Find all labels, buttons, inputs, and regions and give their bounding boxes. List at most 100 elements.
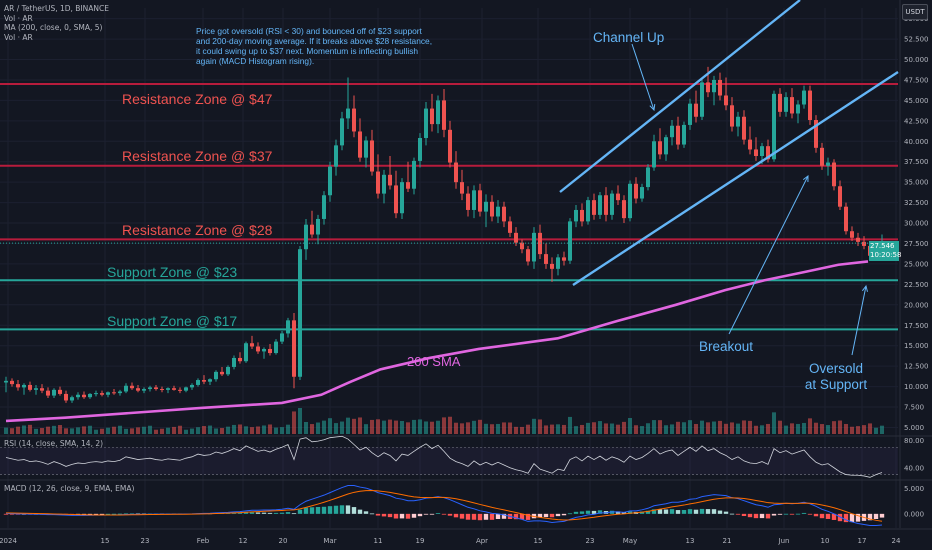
candle-body <box>580 209 584 222</box>
macd-hist-bar <box>483 513 489 520</box>
macd-hist-bar <box>273 512 279 514</box>
volume-bar <box>874 427 878 434</box>
volume-bar <box>448 416 452 434</box>
macd-hist-bar <box>543 513 549 518</box>
candle <box>730 97 734 132</box>
volume-bar <box>682 422 686 434</box>
price-tick-label: 10.000 <box>904 383 929 391</box>
candle <box>430 93 434 132</box>
resistance-47-label: Resistance Zone @ $47 <box>122 91 273 107</box>
volume-bar <box>82 426 86 434</box>
price-axis-labels: 55.00052.50050.00047.50045.00042.50040.0… <box>904 15 929 432</box>
candle <box>436 95 440 134</box>
candle <box>298 245 302 381</box>
candle-body <box>112 392 116 394</box>
macd-hist-bar <box>819 513 825 519</box>
macd-hist-bar <box>291 513 297 515</box>
volume-bar <box>742 420 746 434</box>
volume-bar <box>358 417 362 434</box>
macd-hist-bar <box>459 513 465 519</box>
volume-bar <box>622 421 626 434</box>
macd-hist-bar <box>267 512 273 514</box>
candle-body <box>52 389 56 396</box>
price-tick-label: 20.000 <box>904 301 929 309</box>
volume-bar <box>262 425 266 434</box>
time-tick-label: 15 <box>534 537 543 545</box>
candle <box>676 116 680 150</box>
time-tick-label: 24 <box>892 537 901 545</box>
volume-bar <box>382 420 386 434</box>
candle <box>226 365 230 376</box>
rsi-legend[interactable]: RSI (14, close, SMA, 14, 2) <box>4 439 104 448</box>
volume-bar <box>532 418 536 434</box>
candle-body <box>442 100 446 130</box>
candle <box>178 387 182 394</box>
volume-bar <box>610 423 614 434</box>
volume-bar <box>478 419 482 434</box>
volume-bar <box>412 419 416 434</box>
channel-arrow-head <box>649 103 656 112</box>
macd-hist-bar <box>123 513 129 515</box>
candle-body <box>130 385 134 389</box>
volume-bar <box>568 416 572 434</box>
volume-bar <box>346 417 350 434</box>
candle <box>628 180 632 222</box>
volume-bar <box>16 426 20 434</box>
candle-body <box>832 162 836 187</box>
candle <box>4 376 8 393</box>
macd-hist-bar <box>303 507 309 514</box>
macd-legend[interactable]: MACD (12, 26, close, 9, EMA, EMA) <box>4 484 135 493</box>
candle-body <box>244 343 248 362</box>
macd-hist-bar <box>423 513 429 515</box>
volume-bar <box>28 424 32 434</box>
resistance-28-label: Resistance Zone @ $28 <box>122 222 273 238</box>
currency-button[interactable]: USDT <box>902 4 928 20</box>
volume-bar <box>46 426 50 434</box>
candle <box>610 190 614 220</box>
volume-bars <box>4 408 884 434</box>
volume-bar <box>88 425 92 434</box>
macd-hist-bar <box>357 509 363 514</box>
candle-body <box>124 385 128 392</box>
indicator-vol2-legend[interactable]: Vol · AR <box>4 32 33 42</box>
macd-hist-bar <box>321 506 327 514</box>
candle-body <box>202 380 206 382</box>
symbol-line[interactable]: AR / TetherUS, 1D, BINANCE <box>4 4 109 13</box>
macd-hist-bar <box>447 513 453 516</box>
volume-bar <box>574 426 578 434</box>
candle-body <box>136 388 140 391</box>
indicator-vol-legend[interactable]: Vol · AR <box>4 13 33 23</box>
candle <box>46 387 50 399</box>
macd-hist-bar <box>111 513 117 515</box>
macd-hist-bar <box>501 513 507 519</box>
volume-bar <box>10 428 14 434</box>
candle <box>754 137 758 161</box>
candle <box>826 157 830 176</box>
volume-bar <box>430 421 434 434</box>
volume-bar <box>784 425 788 434</box>
candle-body <box>646 167 650 188</box>
time-tick-label: 10 <box>821 537 830 545</box>
volume-bar <box>106 427 110 434</box>
rsi-pane: 80.00 40.00 <box>0 435 924 478</box>
macd-histogram <box>3 505 885 523</box>
volume-bar <box>70 428 74 434</box>
volume-bar <box>676 421 680 434</box>
volume-bar <box>502 422 506 434</box>
indicator-ma-legend[interactable]: MA (200, close, 0, SMA, 5) <box>4 23 103 32</box>
candle <box>400 178 404 219</box>
volume-bar <box>418 419 422 434</box>
candle <box>454 151 458 189</box>
price-tick-label: 27.500 <box>904 240 929 248</box>
candle-body <box>694 103 698 117</box>
channel-arrow <box>631 43 655 111</box>
macd-hist-bar <box>717 510 723 514</box>
candle-body <box>766 146 770 160</box>
candle-body <box>844 206 848 232</box>
volume-bar <box>142 426 146 434</box>
time-tick-label: 11 <box>374 537 383 545</box>
candle <box>82 391 86 399</box>
macd-hist-bar <box>495 513 501 520</box>
channel-up-label: Channel Up <box>593 30 665 45</box>
